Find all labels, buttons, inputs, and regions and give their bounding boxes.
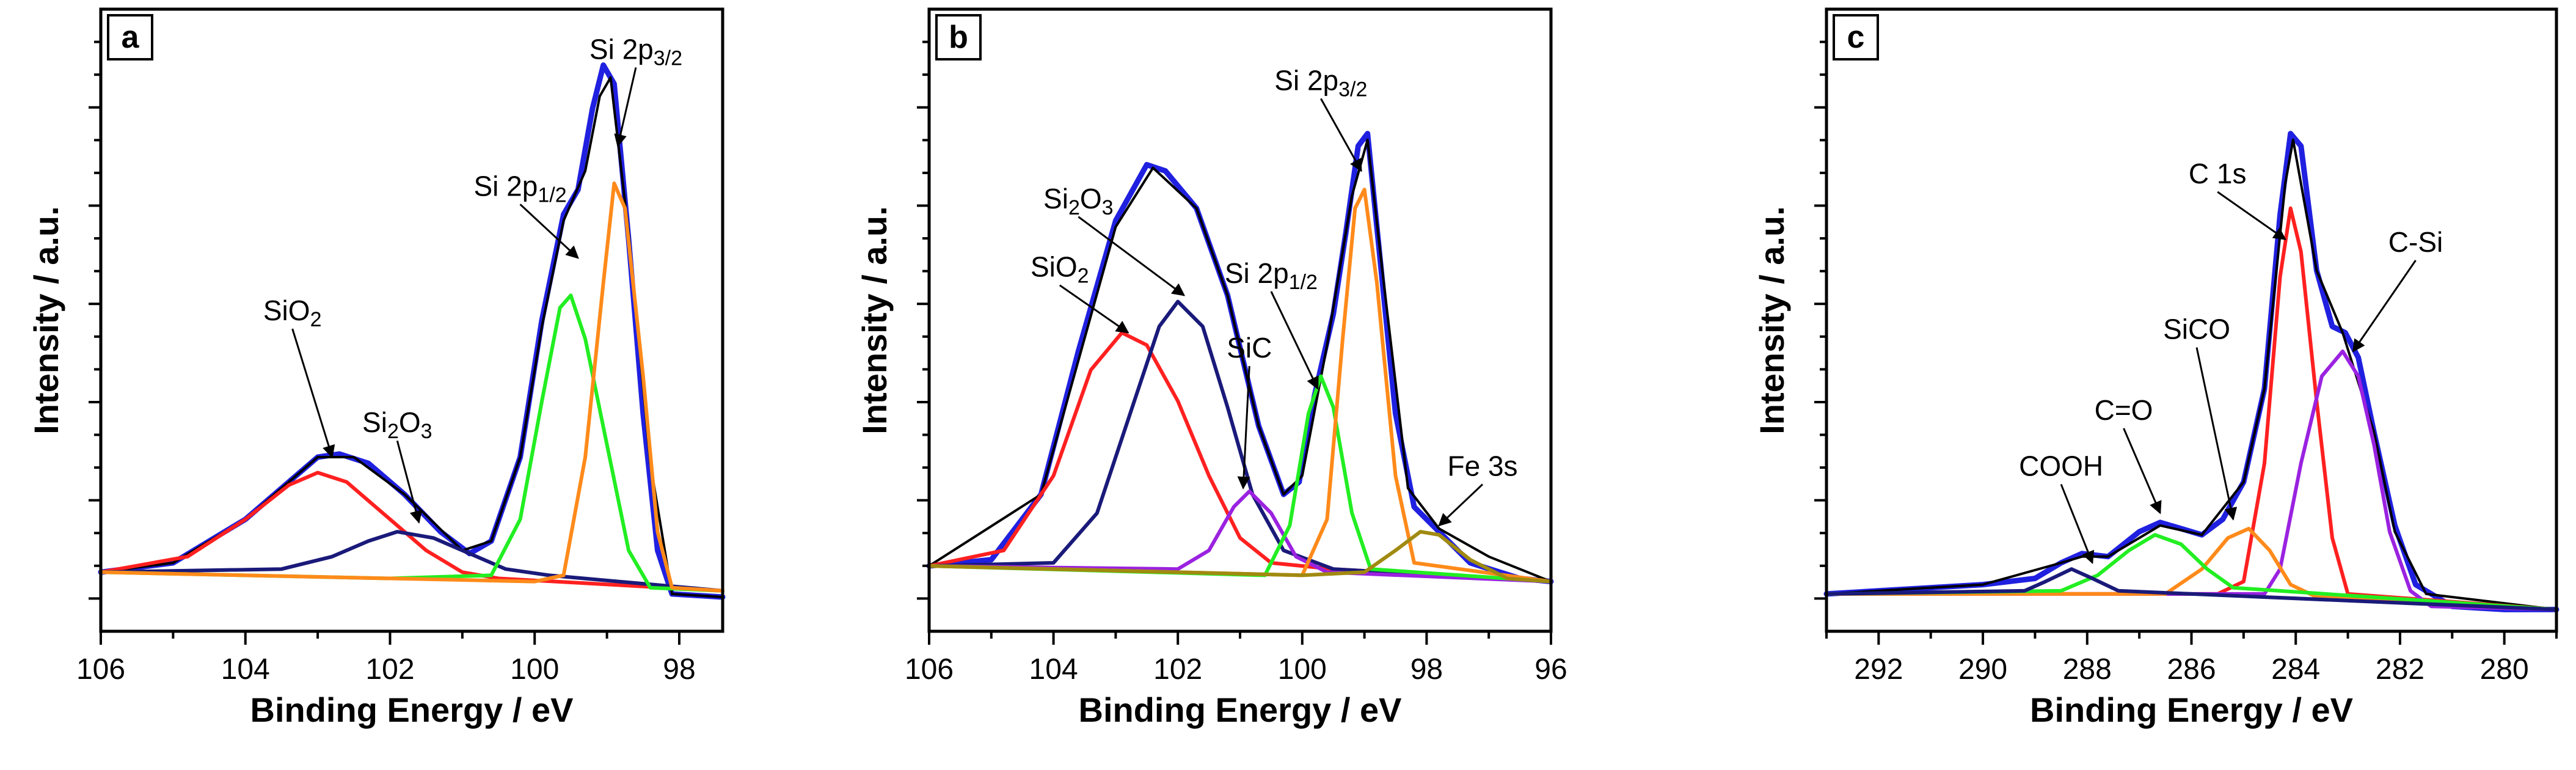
x-tick-label-c: 288 xyxy=(2063,653,2112,686)
chart-panel-a: 106 104 102 100 98 Binding Energy / eV Intensi… xyxy=(27,7,726,729)
annotation-label-c-2: SiCO xyxy=(2163,314,2230,345)
x-tick-label-a: 102 xyxy=(365,653,414,686)
series-line-c-1 xyxy=(1825,138,2558,611)
annotation-arrow-c-0 xyxy=(2060,483,2095,564)
annotation-arrow-a-0 xyxy=(291,328,335,458)
axes-frame-a xyxy=(99,7,724,633)
annotation-label-b-4: Si 2p3/2 xyxy=(1274,64,1367,101)
x-axis-label-b: Binding Energy / eV xyxy=(1079,691,1402,729)
annotation-arrow-b-0 xyxy=(1059,284,1129,334)
x-tick-label-c: 290 xyxy=(1958,653,2007,686)
y-axis-label-a: Intensity / a.u. xyxy=(27,206,65,434)
x-tick-label-b: 102 xyxy=(1153,653,1202,686)
annotation-arrow-b-3 xyxy=(1270,291,1319,390)
series-line-b-1 xyxy=(928,138,1552,583)
series-line-a-0 xyxy=(98,62,726,600)
panel-letter-box-b xyxy=(935,14,982,61)
x-tick-label-c: 280 xyxy=(2480,653,2529,686)
annotation-label-a-0: SiO2 xyxy=(263,295,322,331)
y-axis-label-c: Intensity / a.u. xyxy=(1753,206,1791,434)
series-line-c-0 xyxy=(1823,131,2560,612)
annotation-label-b-1: Si2O3 xyxy=(1043,183,1114,219)
x-tick-label-b: 98 xyxy=(1410,653,1443,686)
panel-letter-a: a xyxy=(122,20,140,55)
series-line-c-3 xyxy=(1825,349,2558,612)
series-line-b-6 xyxy=(927,188,1553,584)
x-tick-label-b: 106 xyxy=(905,653,954,686)
panel-letter-box-a xyxy=(107,14,153,61)
series-line-a-1 xyxy=(100,76,724,598)
annotation-label-b-3: Si 2p1/2 xyxy=(1225,257,1318,294)
x-tick-label-a: 98 xyxy=(663,653,695,686)
annotation-arrow-a-2 xyxy=(519,204,579,259)
panel-letter-c: c xyxy=(1847,20,1865,55)
annotation-label-c-3: C 1s xyxy=(2189,158,2247,189)
annotation-arrow-b-2 xyxy=(1237,366,1250,490)
annotation-arrow-b-1 xyxy=(1078,216,1186,296)
chart-panel-c: 292 290 288 286 284 282 280 Binding Energy / eV… xyxy=(1753,7,2560,729)
series-line-b-7 xyxy=(927,530,1553,584)
x-tick-label-a: 106 xyxy=(76,653,125,686)
annotation-arrow-a-3 xyxy=(614,67,637,148)
annotation-arrow-b-4 xyxy=(1320,98,1362,172)
x-axis-label-a: Binding Energy / eV xyxy=(250,691,574,729)
series-line-c-5 xyxy=(1825,533,2558,612)
x-tick-label-b: 100 xyxy=(1278,653,1327,686)
annotation-label-a-1: Si2O3 xyxy=(362,406,432,443)
x-tick-label-c: 282 xyxy=(2376,653,2425,686)
x-tick-label-a: 104 xyxy=(221,653,270,686)
series-line-a-4 xyxy=(99,293,724,593)
series-line-b-4 xyxy=(927,490,1553,584)
series-line-c-2 xyxy=(1825,206,2558,612)
annotation-label-c-1: C=O xyxy=(2095,394,2153,426)
series-line-a-3 xyxy=(99,530,724,593)
y-axis-label-b: Intensity / a.u. xyxy=(855,206,894,434)
chart-panel-b: 106 104 102 100 98 96 Binding Energy / eV Inten… xyxy=(855,7,1567,729)
annotation-label-b-0: SiO2 xyxy=(1031,251,1089,288)
x-tick-label-b: 104 xyxy=(1029,653,1078,686)
x-tick-label-c: 284 xyxy=(2271,653,2320,686)
x-tick-label-b: 96 xyxy=(1534,653,1567,686)
annotation-arrow-b-5 xyxy=(1438,483,1484,527)
annotation-arrow-c-3 xyxy=(2217,191,2286,240)
x-tick-label-a: 100 xyxy=(510,653,559,686)
series-line-b-5 xyxy=(927,374,1553,584)
annotation-label-a-2: Si 2p1/2 xyxy=(473,170,566,207)
series-line-c-6 xyxy=(1825,567,2558,612)
annotation-arrow-c-1 xyxy=(2123,428,2162,515)
x-tick-label-c: 286 xyxy=(2167,653,2216,686)
annotation-label-c-4: C-Si xyxy=(2388,226,2443,258)
annotation-label-a-3: Si 2p3/2 xyxy=(589,33,682,70)
annotation-label-c-0: COOH xyxy=(2019,450,2103,482)
annotation-arrow-c-4 xyxy=(2352,260,2417,353)
series-line-b-3 xyxy=(927,299,1553,584)
annotation-label-b-2: SiC xyxy=(1227,332,1272,364)
x-axis-label-c: Binding Energy / eV xyxy=(2030,691,2353,729)
annotation-arrow-a-1 xyxy=(396,440,423,524)
x-tick-label-c: 292 xyxy=(1854,653,1903,686)
series-line-b-0 xyxy=(926,131,1554,585)
annotation-label-b-5: Fe 3s xyxy=(1447,450,1517,482)
series-line-a-5 xyxy=(99,182,724,593)
annotation-arrow-c-2 xyxy=(2195,347,2238,521)
panel-letter-b: b xyxy=(949,20,968,55)
panel-letter-box-c xyxy=(1833,14,1879,61)
series-line-b-2 xyxy=(927,331,1553,584)
